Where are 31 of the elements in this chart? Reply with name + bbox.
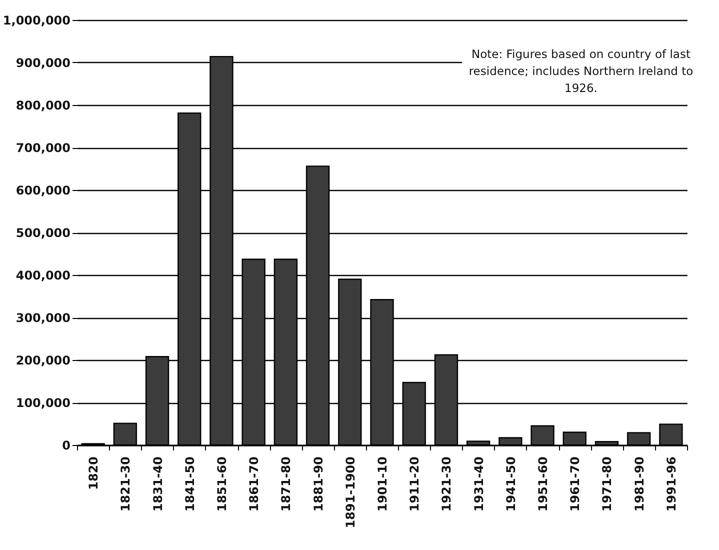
y-tick-label: 700,000 [16, 141, 70, 155]
x-tick-label: 1841-50 [182, 456, 197, 512]
x-tick-label: 1971-80 [600, 456, 614, 512]
x-tick-label: 1851-60 [214, 456, 229, 512]
x-tick-label: 1861-70 [247, 456, 262, 512]
y-tick-label: 0 [62, 438, 70, 452]
x-tick-label: 1921-30 [440, 456, 454, 512]
y-tick-label: 500,000 [16, 226, 70, 240]
x-tick-label: 1941-50 [504, 456, 518, 512]
x-tick-label: 1891-1900 [343, 456, 358, 528]
x-tick-label: 1901-10 [376, 456, 390, 512]
x-tick-label: 1931-40 [472, 456, 486, 512]
y-tick-label: 300,000 [16, 311, 70, 325]
x-tick-label: 1820 [86, 456, 101, 490]
y-tick-label: 900,000 [16, 56, 70, 70]
y-tick-label: 200,000 [16, 354, 70, 368]
annotation: Note: Figures based on country of last residence; includes Northern Ireland to 1926. [468, 46, 694, 97]
x-tick-label: 1881-90 [311, 456, 326, 512]
x-tick-label: 1821-30 [118, 456, 133, 512]
x-tick-label: 1871-80 [279, 456, 294, 512]
x-tick-label: 1951-60 [536, 456, 550, 512]
x-tick-label: 1981-90 [632, 456, 646, 512]
y-tick-label: 1,000,000 [2, 14, 70, 28]
y-tick-label: 400,000 [16, 268, 70, 282]
x-tick-label: 1961-70 [568, 456, 582, 512]
y-tick-label: 600,000 [16, 184, 70, 198]
x-tick-label: 1911-20 [408, 456, 422, 512]
y-tick-label: 100,000 [16, 396, 70, 410]
x-tick-label: 1831-40 [150, 456, 165, 512]
y-tick-label: 800,000 [16, 98, 70, 112]
x-tick-label: 1991-96 [664, 456, 678, 512]
